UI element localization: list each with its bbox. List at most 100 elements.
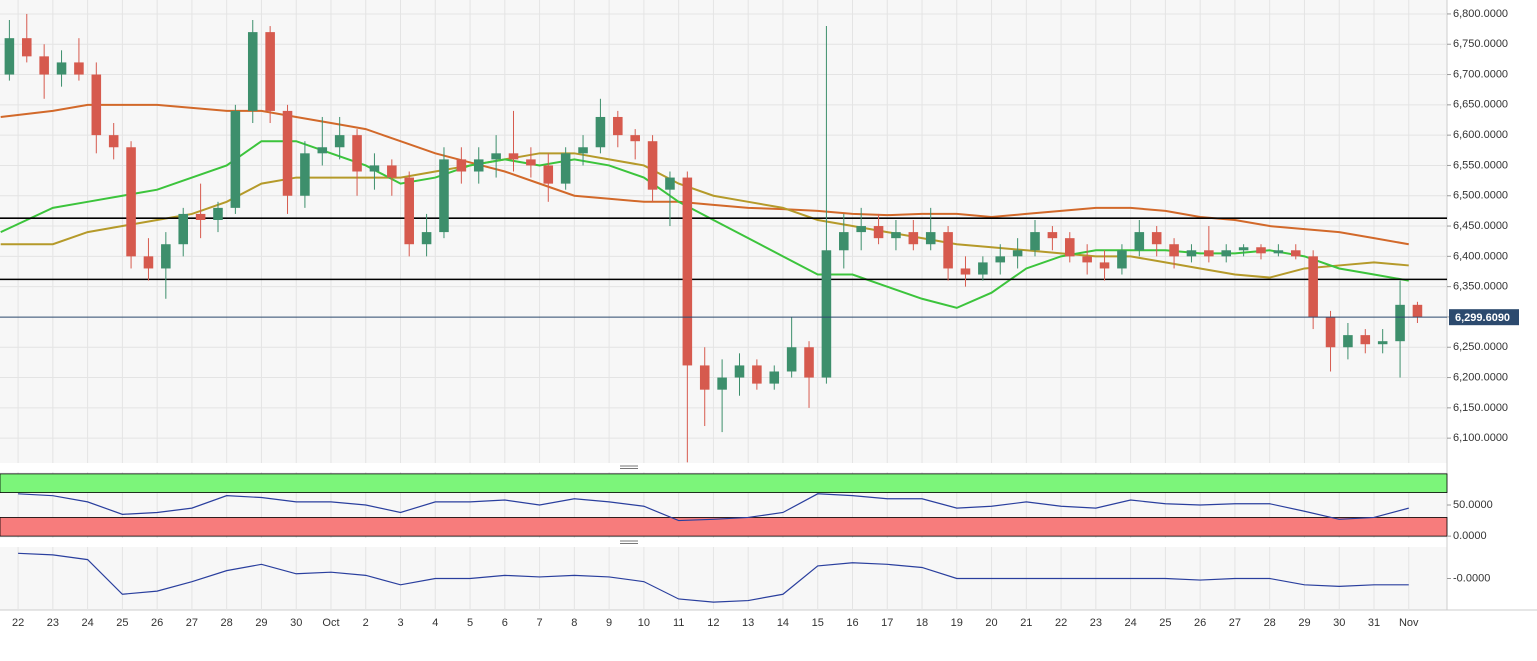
x-tick-label: 21 [1020, 617, 1032, 629]
x-tick-label: 5 [467, 617, 473, 629]
x-tick-label: 29 [1298, 617, 1310, 629]
candle-body [856, 226, 866, 233]
x-tick-label: 25 [116, 617, 128, 629]
candle-body [1186, 250, 1197, 257]
candle-body [1256, 247, 1266, 254]
y-tick-label: 6,500.0000 [1453, 190, 1508, 202]
candle-body [613, 116, 623, 136]
x-tick-label: 27 [1229, 617, 1241, 629]
plot: 6,100.0000 6,150.0000 6,200.0000 6,250.0000… [0, 0, 1519, 629]
x-tick-label: 30 [290, 617, 302, 629]
candle-body [317, 147, 328, 154]
candle-body [630, 135, 640, 142]
price-panel [0, 0, 1447, 463]
candle-body [161, 244, 171, 269]
candle-body [699, 365, 710, 390]
y-tick-label: 6,250.0000 [1453, 341, 1508, 353]
candle-body [595, 116, 606, 148]
candle-body [1012, 250, 1023, 257]
candle-body [1169, 244, 1179, 257]
candle-body [647, 141, 658, 190]
candle-body [265, 32, 275, 111]
x-tick-label: 28 [221, 617, 233, 629]
x-tick-label: 15 [812, 617, 824, 629]
candle-body [821, 250, 832, 378]
y-tick-label: 6,750.0000 [1453, 38, 1508, 50]
candle-body [108, 135, 119, 148]
candle-body [752, 365, 762, 384]
y-tick-label: 0.0000 [1453, 530, 1487, 542]
x-tick-label: 12 [707, 617, 719, 629]
x-tick-label: 27 [186, 617, 198, 629]
x-tick-label: 9 [606, 617, 612, 629]
x-tick-label: 25 [1159, 617, 1171, 629]
candle-body [56, 62, 67, 75]
x-tick-label: 30 [1333, 617, 1345, 629]
candle-body [143, 256, 154, 269]
x-tick-label: 24 [1124, 617, 1136, 629]
candle-body [369, 165, 380, 172]
x-tick-label: 13 [742, 617, 754, 629]
y-tick-label: 6,600.0000 [1453, 129, 1508, 141]
candle-body [682, 177, 693, 366]
y-tick-label: 6,100.0000 [1453, 432, 1508, 444]
x-tick-label: 6 [502, 617, 508, 629]
candle-body [1343, 335, 1353, 348]
candle-body [925, 232, 936, 245]
x-tick-label: 20 [985, 617, 997, 629]
candle-body [804, 347, 814, 378]
candle-body [526, 159, 536, 166]
x-tick-label: 22 [12, 617, 24, 629]
candle-body [1325, 316, 1336, 348]
candle-body [213, 207, 223, 220]
y-tick-label: 6,450.0000 [1453, 220, 1508, 232]
candle-body [1117, 250, 1127, 269]
candle-body [21, 38, 32, 57]
x-tick-label: 2 [363, 617, 369, 629]
x-tick-label: 28 [1264, 617, 1276, 629]
candle-body [1082, 256, 1092, 263]
candle-body [352, 135, 362, 172]
candle-body [195, 213, 206, 220]
candle-body [178, 213, 189, 245]
candle-body [1412, 304, 1423, 317]
splitter[interactable] [0, 538, 1537, 547]
candle-body [960, 268, 971, 275]
candle-body [126, 147, 136, 257]
candle-body [908, 232, 919, 245]
candle-body [247, 32, 258, 111]
grip [620, 465, 638, 544]
candle-body [873, 226, 884, 239]
candle-body [1395, 304, 1405, 342]
candle-body [543, 165, 554, 184]
candle-body [1047, 232, 1058, 239]
candle-body [1360, 335, 1371, 345]
y-tick-label: 6,400.0000 [1453, 250, 1508, 262]
x-tick-label: 4 [432, 617, 438, 629]
candle-body [717, 377, 727, 390]
candle-body [560, 153, 571, 184]
candle-body [995, 256, 1006, 263]
splitter[interactable] [0, 463, 1537, 472]
candle-body [1134, 232, 1145, 251]
x-tick-label: 29 [255, 617, 267, 629]
candle-body [943, 232, 953, 269]
y-tick-label: 6,200.0000 [1453, 371, 1508, 383]
x-tick-label: 16 [846, 617, 858, 629]
x-tick-label: 14 [777, 617, 789, 629]
x-tick-label: 18 [916, 617, 928, 629]
candle-body [665, 177, 675, 190]
y-tick-label: 6,650.0000 [1453, 99, 1508, 111]
y-tick-label: -0.0000 [1453, 572, 1490, 584]
candle-body [91, 74, 102, 136]
candle-body [839, 232, 849, 251]
last-price-label: 6,299.6090 [1455, 312, 1510, 324]
candle-body [1377, 341, 1388, 345]
zone [0, 473, 1448, 493]
y-tick-label: 6,800.0000 [1453, 8, 1508, 20]
x-tick-label: 8 [571, 617, 577, 629]
candle-body [891, 232, 901, 239]
moving-average [0, 152, 1409, 279]
candle-body [1308, 256, 1318, 317]
